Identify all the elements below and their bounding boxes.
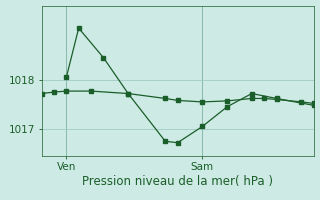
X-axis label: Pression niveau de la mer( hPa ): Pression niveau de la mer( hPa )	[82, 175, 273, 188]
